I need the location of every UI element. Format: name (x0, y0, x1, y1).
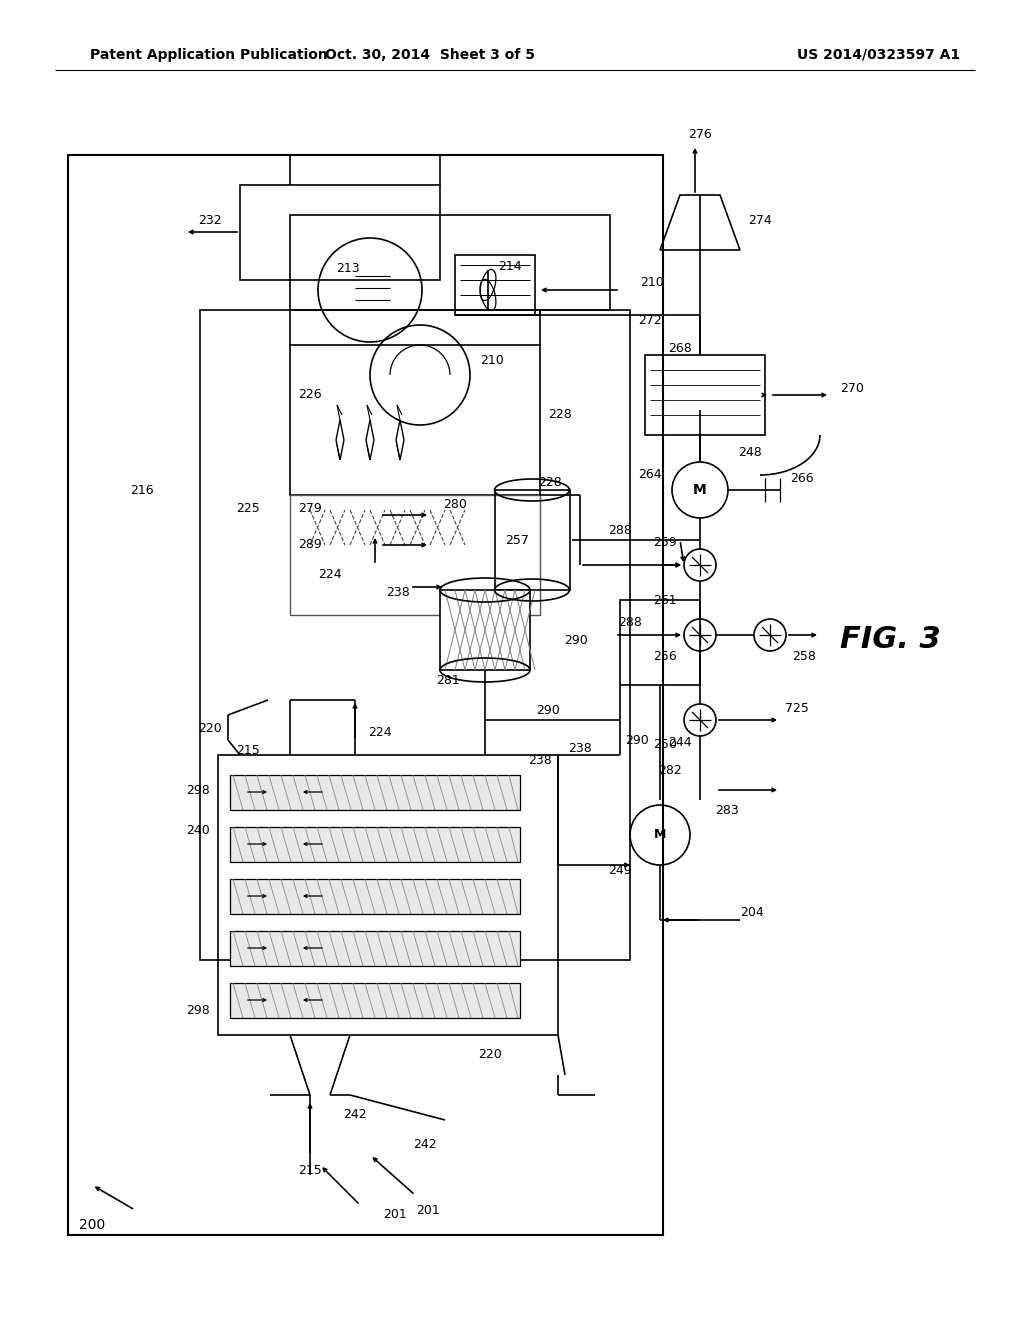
Text: 288: 288 (608, 524, 632, 536)
Text: 270: 270 (840, 381, 864, 395)
Bar (645, 355, 765, 436)
Text: 214: 214 (499, 260, 522, 273)
Bar (290, 495, 540, 615)
Text: 272: 272 (638, 314, 662, 326)
Text: Patent Application Publication: Patent Application Publication (90, 48, 328, 62)
Text: 224: 224 (318, 569, 342, 582)
Text: 248: 248 (738, 446, 762, 458)
Bar (620, 601, 700, 685)
Text: 213: 213 (336, 261, 359, 275)
Text: 280: 280 (443, 499, 467, 511)
Text: 249: 249 (608, 863, 632, 876)
Bar (218, 755, 558, 1035)
Text: 244: 244 (668, 735, 691, 748)
Text: 215: 215 (298, 1163, 322, 1176)
Text: 250: 250 (653, 738, 677, 751)
Text: 725: 725 (785, 701, 809, 714)
Text: 228: 228 (548, 408, 571, 421)
Text: 238: 238 (528, 754, 552, 767)
Text: 274: 274 (748, 214, 772, 227)
Text: 282: 282 (658, 763, 682, 776)
Text: 200: 200 (79, 1218, 105, 1232)
Text: 281: 281 (436, 673, 460, 686)
Text: 226: 226 (298, 388, 322, 401)
Bar (230, 931, 520, 966)
Text: 216: 216 (130, 483, 154, 496)
Text: 238: 238 (386, 586, 410, 599)
Text: US 2014/0323597 A1: US 2014/0323597 A1 (797, 48, 961, 62)
Text: 279: 279 (298, 502, 322, 515)
Text: 264: 264 (638, 469, 662, 482)
Text: 257: 257 (505, 533, 529, 546)
Bar (68, 154, 663, 1236)
Text: 290: 290 (537, 704, 560, 717)
Bar (200, 310, 630, 960)
Bar (240, 185, 440, 280)
Text: 290: 290 (625, 734, 649, 747)
Text: 225: 225 (237, 502, 260, 515)
Text: 259: 259 (653, 536, 677, 549)
Text: FIG. 3: FIG. 3 (840, 626, 941, 655)
Text: 298: 298 (186, 1003, 210, 1016)
Text: 266: 266 (790, 471, 814, 484)
Text: 261: 261 (653, 594, 677, 606)
Text: 298: 298 (186, 784, 210, 796)
Bar (230, 775, 520, 810)
Bar (290, 345, 540, 495)
Text: 204: 204 (740, 906, 764, 919)
Text: 210: 210 (640, 276, 664, 289)
Text: 242: 242 (414, 1138, 437, 1151)
Bar (230, 879, 520, 913)
Bar (440, 590, 530, 671)
Text: M: M (693, 483, 707, 498)
Text: 290: 290 (564, 634, 588, 647)
Text: 238: 238 (568, 742, 592, 755)
Text: M: M (653, 829, 667, 842)
Text: 210: 210 (480, 354, 504, 367)
Text: 240: 240 (186, 824, 210, 837)
Text: 220: 220 (199, 722, 222, 734)
Bar (230, 983, 520, 1018)
Text: 201: 201 (383, 1209, 407, 1221)
Text: 201: 201 (416, 1204, 440, 1217)
Text: 224: 224 (368, 726, 391, 739)
Text: 283: 283 (715, 804, 738, 817)
Text: Oct. 30, 2014  Sheet 3 of 5: Oct. 30, 2014 Sheet 3 of 5 (325, 48, 535, 62)
Bar (290, 215, 610, 310)
Text: 220: 220 (478, 1048, 502, 1061)
Bar (455, 255, 535, 315)
Text: 215: 215 (237, 743, 260, 756)
Bar (230, 828, 520, 862)
Text: 288: 288 (618, 616, 642, 630)
Text: 256: 256 (653, 651, 677, 664)
Text: 289: 289 (298, 539, 322, 552)
Text: 276: 276 (688, 128, 712, 141)
Text: 228: 228 (539, 475, 562, 488)
Text: 242: 242 (343, 1109, 367, 1122)
Text: 232: 232 (199, 214, 222, 227)
Bar (495, 490, 570, 590)
Text: 268: 268 (668, 342, 692, 355)
Text: 258: 258 (792, 651, 816, 664)
